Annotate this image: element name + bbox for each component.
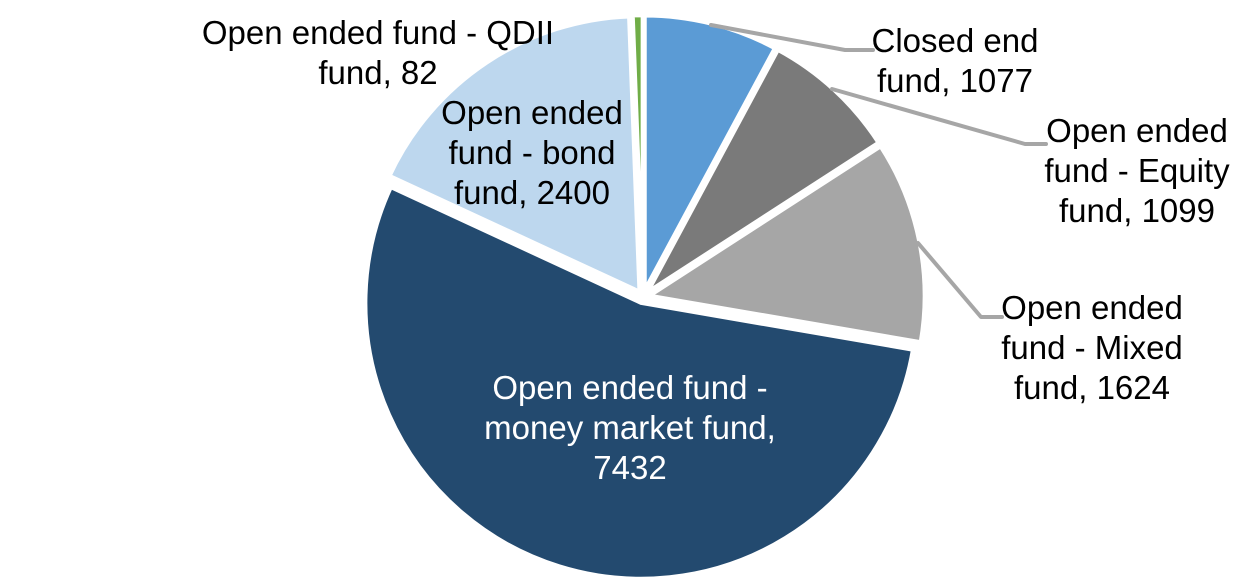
leader-line-open-ended-fund-mixed-fund	[916, 241, 1004, 319]
pie-slices	[365, 15, 925, 580]
label-line: fund - bond	[448, 134, 616, 171]
leader-line-closed-end-fund	[709, 23, 875, 52]
label-line: Open ended	[441, 94, 623, 131]
pie-slice-border	[386, 13, 642, 295]
label-equity-fund: Open ended fund - Equity fund, 1099	[1012, 111, 1250, 231]
label-line: money market fund,	[484, 409, 776, 446]
label-line: fund, 1099	[1059, 192, 1215, 229]
label-qdii-fund: Open ended fund - QDII fund, 82	[178, 13, 578, 93]
label-closed-end-fund: Closed end fund, 1077	[830, 21, 1080, 101]
label-line: fund, 1624	[1014, 369, 1170, 406]
pie-slice-border	[630, 12, 646, 294]
label-line: 7432	[593, 449, 667, 486]
label-line: Open ended fund -	[492, 369, 768, 406]
label-line: Open ended	[1046, 112, 1228, 149]
label-line: Open ended	[1001, 289, 1183, 326]
label-line: Open ended fund - QDII	[201, 14, 555, 51]
pie-slice-open-ended-fund-money-market-fund	[365, 186, 914, 580]
label-mixed-fund: Open ended fund - Mixed fund, 1624	[967, 288, 1217, 408]
label-line: fund - Mixed	[1001, 329, 1183, 366]
pie-slice-closed-end-fund	[644, 15, 776, 292]
pie-slice-open-ended-fund-mixed-fund	[648, 146, 925, 343]
label-line: Closed end	[871, 22, 1039, 59]
pie-slice-border	[362, 184, 916, 582]
label-line: fund, 1077	[877, 62, 1033, 99]
pie-slice-open-ended-fund-bond-fund	[389, 16, 640, 292]
label-leader-lines	[709, 23, 1048, 319]
pie-slice-border	[646, 143, 928, 345]
label-money-market-fund: Open ended fund - money market fund, 743…	[455, 368, 805, 488]
pie-slice-open-ended-fund-equity-fund	[647, 49, 879, 293]
leader-line-open-ended-fund-equity-fund	[830, 87, 1048, 146]
label-line: fund - Equity	[1044, 152, 1230, 189]
label-line: fund, 82	[318, 54, 438, 91]
label-line: fund, 2400	[454, 174, 610, 211]
label-bond-fund: Open ended fund - bond fund, 2400	[407, 93, 657, 213]
